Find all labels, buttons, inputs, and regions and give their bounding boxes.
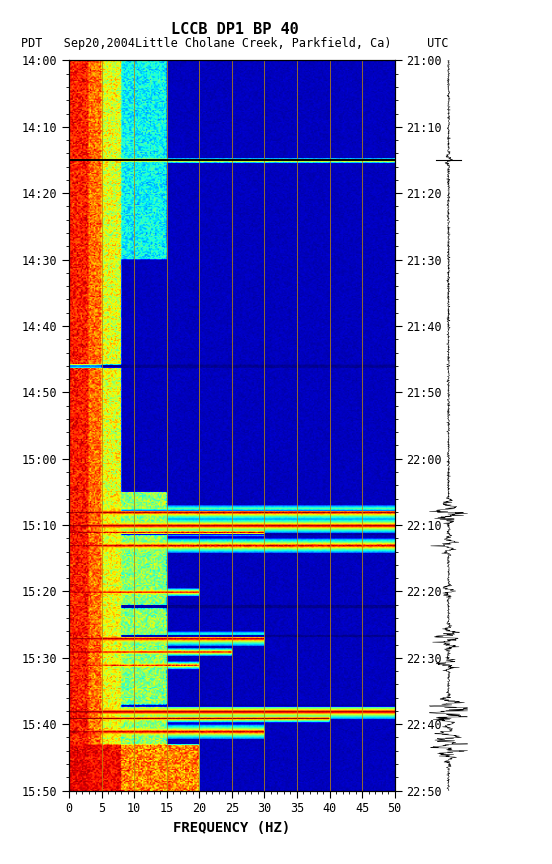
X-axis label: FREQUENCY (HZ): FREQUENCY (HZ) [173, 821, 290, 835]
Text: PDT   Sep20,2004Little Cholane Creek, Parkfield, Ca)     UTC: PDT Sep20,2004Little Cholane Creek, Park… [21, 36, 448, 50]
Text: LCCB DP1 BP 40: LCCB DP1 BP 40 [171, 22, 299, 37]
